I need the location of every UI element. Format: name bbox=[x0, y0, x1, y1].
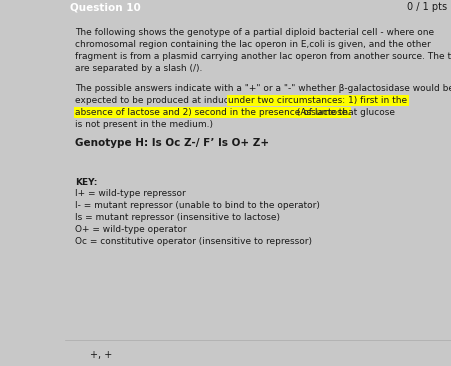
Text: 0 / 1 pts: 0 / 1 pts bbox=[406, 2, 446, 12]
Text: The following shows the genotype of a partial diploid bacterial cell - where one: The following shows the genotype of a pa… bbox=[75, 28, 433, 37]
Text: is not present in the medium.): is not present in the medium.) bbox=[75, 120, 212, 129]
Text: +, +: +, + bbox=[90, 350, 112, 360]
Text: (Assume that glucose: (Assume that glucose bbox=[293, 108, 394, 117]
Text: The possible answers indicate with a "+" or a "-" whether β-galactosidase would : The possible answers indicate with a "+"… bbox=[75, 84, 451, 93]
Text: O+ = wild-type operator: O+ = wild-type operator bbox=[75, 225, 186, 234]
Text: Genotype H: Is Oc Z-/ F’ Is O+ Z+: Genotype H: Is Oc Z-/ F’ Is O+ Z+ bbox=[75, 138, 268, 148]
Text: Is = mutant repressor (insensitive to lactose): Is = mutant repressor (insensitive to la… bbox=[75, 213, 279, 222]
Text: fragment is from a plasmid carrying another lac operon from another source. The : fragment is from a plasmid carrying anot… bbox=[75, 52, 451, 61]
Text: KEY:: KEY: bbox=[75, 178, 97, 187]
Text: Question 10: Question 10 bbox=[69, 2, 140, 12]
Text: expected to be produced at induced levels: expected to be produced at induced level… bbox=[75, 96, 272, 105]
Text: are separated by a slash (/).: are separated by a slash (/). bbox=[75, 64, 202, 73]
Text: I+ = wild-type repressor: I+ = wild-type repressor bbox=[75, 189, 185, 198]
Text: I- = mutant repressor (unable to bind to the operator): I- = mutant repressor (unable to bind to… bbox=[75, 201, 319, 210]
Text: under two circumstances: 1) first in the: under two circumstances: 1) first in the bbox=[228, 96, 406, 105]
Text: absence of lactose and 2) second in the presence of lactose.: absence of lactose and 2) second in the … bbox=[75, 108, 350, 117]
Text: chromosomal region containing the lac operon in E,coli is given, and the other: chromosomal region containing the lac op… bbox=[75, 40, 430, 49]
Text: Oc = constitutive operator (insensitive to repressor): Oc = constitutive operator (insensitive … bbox=[75, 237, 311, 246]
